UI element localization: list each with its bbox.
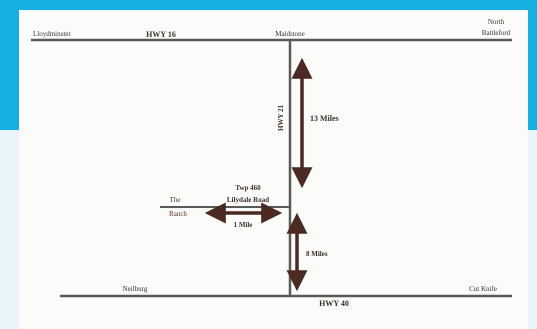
town-lloydminster: Lloydminster xyxy=(33,30,71,38)
road-name-line1: Twp 460 xyxy=(235,184,261,192)
town-neilburg: Neilburg xyxy=(123,285,148,293)
hwy16-label: HWY 16 xyxy=(146,30,176,39)
distance-south-label: 8 Miles xyxy=(306,250,328,258)
distance-west-label: 1 Mile xyxy=(234,221,253,229)
road-name-line2: Lilydale Road xyxy=(227,196,269,204)
town-cut-knife: Cut Knife xyxy=(469,285,497,293)
ranch-label-line2: Ranch xyxy=(169,210,187,218)
town-maidstone: Maidstone xyxy=(275,30,305,38)
directions-map-card xyxy=(19,10,528,329)
hwy21-label: HWY 21 xyxy=(277,105,285,131)
ranch-label-line1: The xyxy=(170,196,181,204)
distance-north-label: 13 Miles xyxy=(310,114,339,123)
town-north-battleford-line1: North xyxy=(488,18,505,26)
hwy40-label: HWY 40 xyxy=(319,299,349,308)
town-north-battleford-line2: Battleford xyxy=(482,29,511,37)
